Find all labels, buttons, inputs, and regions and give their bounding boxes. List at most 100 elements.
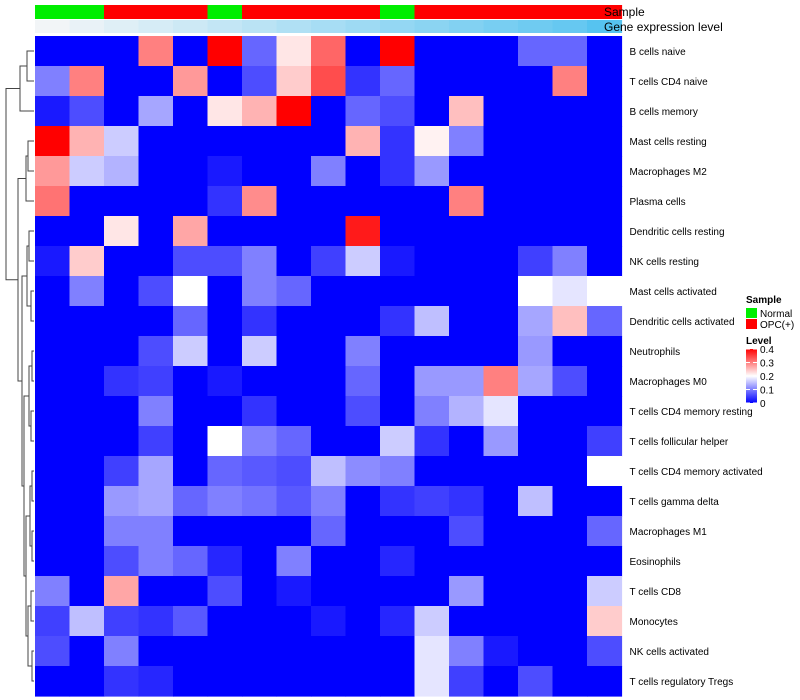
heatmap-cell: [587, 36, 623, 67]
heatmap-cell: [207, 66, 243, 97]
heatmap-cell: [138, 516, 174, 547]
gene-expression-annotation-cell: [138, 20, 174, 33]
heatmap-cell: [242, 516, 278, 547]
heatmap-cell: [311, 426, 347, 457]
heatmap-cell: [552, 606, 588, 637]
heatmap-cell: [587, 486, 623, 517]
heatmap-cell: [207, 516, 243, 547]
row-label: B cells memory: [630, 107, 698, 118]
row-label: Macrophages M2: [630, 167, 708, 178]
heatmap-cell: [552, 456, 588, 487]
heatmap-cell: [104, 216, 140, 247]
row-label: Mast cells activated: [630, 287, 717, 298]
heatmap-cell: [311, 486, 347, 517]
heatmap-cell: [242, 426, 278, 457]
sample-annotation-label: Sample: [604, 5, 645, 19]
heatmap-cell: [35, 426, 71, 457]
heatmap-cell: [104, 666, 140, 697]
heatmap-cell: [414, 516, 450, 547]
heatmap-cell: [518, 126, 554, 157]
heatmap-cell: [69, 336, 105, 367]
gene-expression-annotation-cell: [483, 20, 519, 33]
heatmap-cell: [276, 396, 312, 427]
dendrogram-branch: [31, 530, 34, 562]
row-label: T cells CD4 memory resting: [630, 407, 753, 418]
heatmap-cell: [35, 456, 71, 487]
heatmap-cell: [35, 276, 71, 307]
sample-annotation-cell: [483, 5, 519, 19]
heatmap-cell: [69, 666, 105, 697]
heatmap-cell: [276, 636, 312, 667]
sample-annotation-cell: [138, 5, 174, 19]
heatmap-cell: [483, 666, 519, 697]
row-label: T cells CD4 naive: [630, 77, 709, 88]
heatmap-cell: [69, 246, 105, 277]
heatmap-cell: [311, 66, 347, 97]
heatmap-cell: [138, 456, 174, 487]
heatmap-cell: [449, 186, 485, 217]
heatmap-cell: [69, 276, 105, 307]
heatmap-cell: [483, 636, 519, 667]
heatmap-cell: [276, 246, 312, 277]
heatmap-cell: [35, 366, 71, 397]
heatmap-cell: [242, 666, 278, 697]
heatmap-cell: [380, 636, 416, 667]
heatmap-cell: [104, 336, 140, 367]
heatmap-cell: [414, 666, 450, 697]
heatmap-cell: [449, 516, 485, 547]
heatmap-cell: [380, 336, 416, 367]
heatmap-cell: [483, 216, 519, 247]
heatmap-cell: [518, 366, 554, 397]
dendrogram-branch: [26, 50, 34, 82]
heatmap-cell: [138, 246, 174, 277]
heatmap-cell: [345, 516, 381, 547]
heatmap-cell: [242, 186, 278, 217]
heatmap-cell: [35, 186, 71, 217]
row-label: Dendritic cells resting: [630, 227, 725, 238]
heatmap-cell: [380, 456, 416, 487]
heatmap-cell: [242, 606, 278, 637]
gene-expression-annotation-cell: [552, 20, 588, 33]
heatmap-cell: [138, 306, 174, 337]
legend-tick-label: 0.3: [760, 359, 774, 370]
heatmap-cell: [138, 156, 174, 187]
heatmap-cell: [552, 336, 588, 367]
heatmap-cell: [414, 156, 450, 187]
heatmap-cell: [587, 216, 623, 247]
heatmap-cell: [173, 486, 209, 517]
heatmap-cell: [449, 276, 485, 307]
heatmap-cell: [518, 636, 554, 667]
heatmap-cell: [104, 126, 140, 157]
heatmap-cell: [552, 216, 588, 247]
heatmap-cell: [380, 276, 416, 307]
heatmap-cell: [276, 576, 312, 607]
heatmap-cell: [35, 126, 71, 157]
heatmap-cell: [345, 246, 381, 277]
heatmap-cell: [311, 606, 347, 637]
heatmap-cell: [35, 246, 71, 277]
heatmap-cell: [518, 426, 554, 457]
gene-expression-annotation-cell: [311, 20, 347, 33]
heatmap-cell: [483, 546, 519, 577]
heatmap-cell: [345, 276, 381, 307]
heatmap-cell: [207, 426, 243, 457]
heatmap-cell: [69, 456, 105, 487]
heatmap-cell: [345, 636, 381, 667]
heatmap-cell: [449, 336, 485, 367]
heatmap-cell: [345, 486, 381, 517]
heatmap-cell: [345, 306, 381, 337]
heatmap-cell: [449, 306, 485, 337]
heatmap-cell: [414, 36, 450, 67]
row-label: Macrophages M1: [630, 527, 708, 538]
heatmap-cell: [173, 246, 209, 277]
heatmap-cell: [173, 426, 209, 457]
heatmap-cell: [380, 486, 416, 517]
heatmap-cell: [138, 636, 174, 667]
heatmap-cell: [104, 426, 140, 457]
heatmap-cell: [345, 576, 381, 607]
heatmap-cell: [587, 246, 623, 277]
heatmap-cell: [173, 576, 209, 607]
heatmap-cell: [104, 246, 140, 277]
heatmap-cell: [173, 456, 209, 487]
heatmap-cell: [380, 606, 416, 637]
